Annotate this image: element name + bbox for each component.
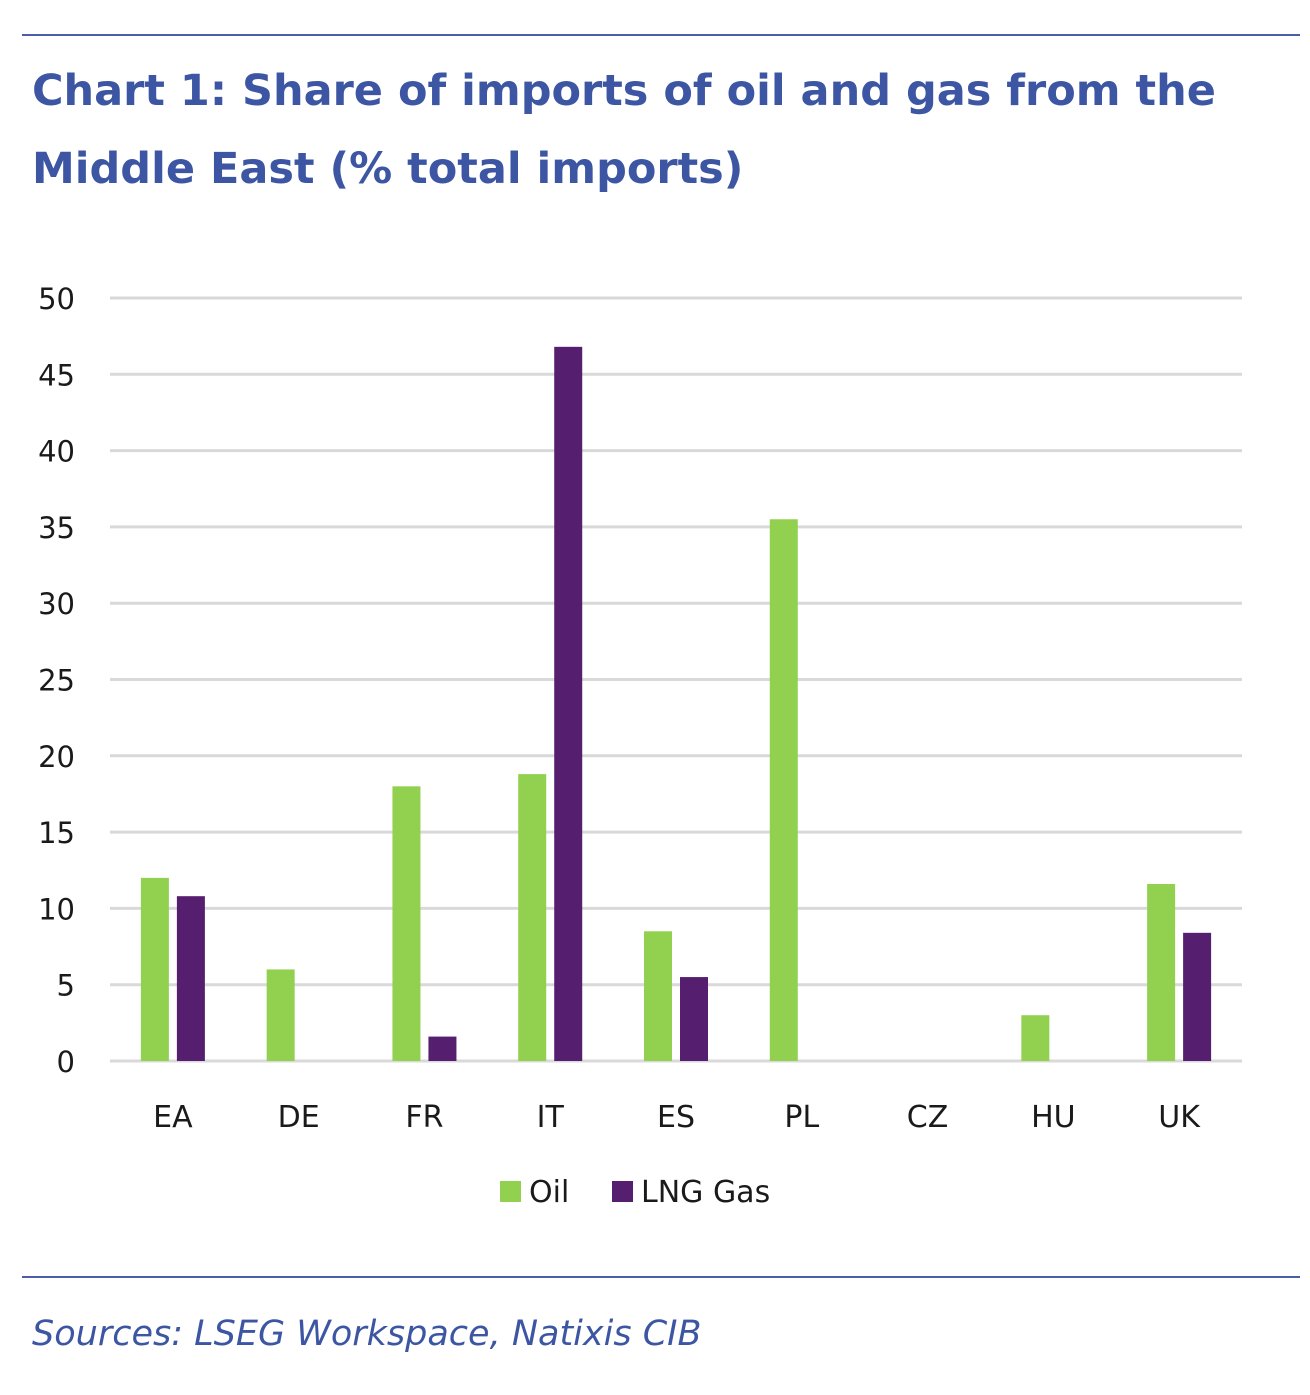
- x-category-label-cz: CZ: [907, 1100, 949, 1135]
- bars: Oil EA: 12 Oil DE: 6 Oil FR: 18 Oil IT: 18.…: [140, 346, 1212, 1061]
- y-tick-label-40: 40: [38, 435, 75, 469]
- top-divider: [22, 34, 1300, 36]
- bar-lng-gas-ea: LNG Gas EA: 10.8: [176, 896, 205, 1061]
- x-category-label-uk: UK: [1158, 1100, 1201, 1135]
- y-tick-label-25: 25: [38, 664, 75, 698]
- legend-swatch-lng-gas: [612, 1181, 633, 1202]
- chart-title: Chart 1: Share of imports of oil and gas…: [32, 66, 1216, 194]
- y-tick-label-35: 35: [38, 511, 75, 545]
- bar-oil-fr: Oil FR: 18: [392, 786, 421, 1061]
- bar-lng-gas-it: LNG Gas IT: 46.8: [554, 346, 583, 1061]
- legend-label-lng-gas: LNG Gas: [641, 1175, 770, 1210]
- bar-chart: 0 5 10 15 20 25 30 35 40 45 50 Oil EA: 12 Oil DE: 6…: [38, 282, 1242, 1210]
- bar-oil-uk: Oil UK: 11.6: [1147, 883, 1176, 1061]
- bottom-divider: [22, 1276, 1300, 1278]
- x-category-label-hu: HU: [1031, 1100, 1076, 1135]
- y-axis-tick-labels: 0 5 10 15 20 25 30 35 40 45 50: [38, 282, 75, 1079]
- x-category-label-it: IT: [537, 1100, 565, 1135]
- bar-oil-ea: Oil EA: 12: [140, 877, 169, 1061]
- x-axis-category-labels: EA DE FR IT ES PL CZ HU UK: [153, 1100, 1201, 1135]
- x-category-label-fr: FR: [405, 1100, 443, 1135]
- legend-label-oil: Oil: [529, 1175, 569, 1210]
- bar-oil-de: Oil DE: 6: [266, 969, 295, 1061]
- source-note: Sources: LSEG Workspace, Natixis CIB: [32, 1314, 702, 1354]
- legend: Oil LNG Gas: [500, 1175, 770, 1210]
- y-tick-label-0: 0: [57, 1045, 75, 1079]
- y-tick-label-50: 50: [38, 282, 75, 316]
- y-tick-label-10: 10: [38, 892, 75, 926]
- y-tick-label-20: 20: [38, 740, 75, 774]
- x-category-label-ea: EA: [153, 1100, 193, 1135]
- bar-oil-es: Oil ES: 8.5: [644, 931, 672, 1061]
- bar-oil-it: Oil IT: 18.8: [518, 774, 547, 1061]
- y-tick-label-45: 45: [38, 358, 75, 392]
- x-category-label-de: DE: [278, 1100, 320, 1135]
- x-category-label-es: ES: [657, 1100, 695, 1135]
- y-tick-label-30: 30: [38, 587, 75, 621]
- legend-swatch-oil: [500, 1181, 521, 1202]
- bar-oil-pl: Oil PL: 35.5: [769, 519, 798, 1061]
- y-tick-label-5: 5: [57, 969, 75, 1003]
- gridlines: [110, 296, 1242, 1063]
- x-category-label-pl: PL: [784, 1100, 819, 1135]
- bar-oil-hu: Oil HU: 3: [1021, 1015, 1050, 1061]
- y-tick-label-15: 15: [38, 816, 75, 850]
- bar-lng-gas-es: LNG Gas ES: 5.5: [680, 977, 708, 1061]
- bar-lng-gas-uk: LNG Gas UK: 8.4: [1183, 932, 1212, 1061]
- bar-lng-gas-fr: LNG Gas FR: 1.6: [428, 1036, 457, 1061]
